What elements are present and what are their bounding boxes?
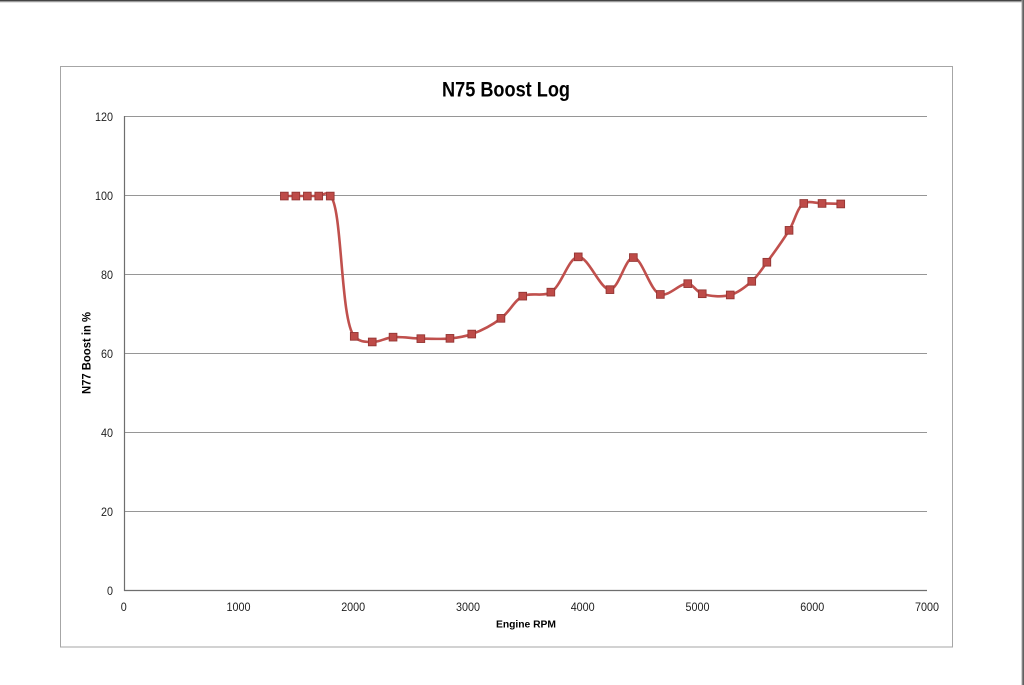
svg-text:1000: 1000: [227, 600, 251, 614]
svg-text:60: 60: [101, 347, 113, 361]
svg-text:0: 0: [107, 584, 113, 598]
svg-text:0: 0: [121, 600, 127, 614]
svg-text:100: 100: [95, 189, 113, 203]
svg-text:20: 20: [101, 505, 113, 519]
svg-text:80: 80: [101, 268, 113, 282]
svg-text:6000: 6000: [800, 600, 824, 614]
svg-text:120: 120: [95, 110, 113, 124]
svg-text:3000: 3000: [456, 600, 480, 614]
svg-text:N75 Boost Log: N75 Boost Log: [442, 79, 570, 102]
svg-text:Engine RPM: Engine RPM: [496, 619, 556, 631]
svg-text:40: 40: [101, 426, 113, 440]
svg-text:2000: 2000: [341, 600, 365, 614]
svg-text:5000: 5000: [686, 600, 710, 614]
svg-text:7000: 7000: [915, 600, 939, 614]
svg-text:4000: 4000: [571, 600, 595, 614]
svg-text:N77 Boost in %: N77 Boost in %: [82, 312, 94, 394]
